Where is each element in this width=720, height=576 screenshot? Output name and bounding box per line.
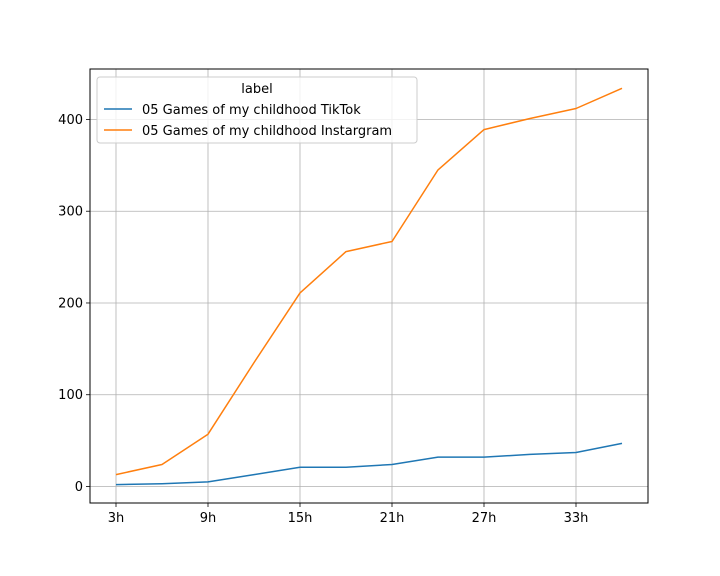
plot-frame (89, 68, 649, 504)
y-tick-label: 100 (58, 388, 83, 403)
y-tick-label: 300 (58, 205, 83, 220)
y-axis: 0 100 200 300 400 (58, 113, 90, 495)
legend-title: label (241, 82, 272, 97)
x-tick-label: 27h (472, 511, 497, 526)
legend-label-tiktok: 05 Games of my childhood TikTok (142, 103, 361, 118)
y-tick-label: 200 (58, 296, 83, 311)
y-tick-label: 0 (75, 480, 83, 495)
x-tick-label: 9h (200, 511, 217, 526)
x-tick-label: 33h (564, 511, 589, 526)
y-tick-label: 400 (58, 113, 83, 128)
legend-box (96, 76, 418, 144)
series-line-instagram (115, 87, 623, 476)
x-axis: 3h 9h 15h 21h 27h 33h (108, 503, 589, 526)
x-tick-label: 3h (108, 511, 125, 526)
x-tick-label: 15h (288, 511, 313, 526)
series-line-tiktok (115, 442, 623, 486)
series-layer (115, 87, 623, 486)
legend-label-instagram: 05 Games of my childhood Instargram (142, 124, 392, 139)
x-tick-label: 21h (380, 511, 405, 526)
legend: label 05 Games of my childhood TikTok 05… (96, 76, 418, 144)
